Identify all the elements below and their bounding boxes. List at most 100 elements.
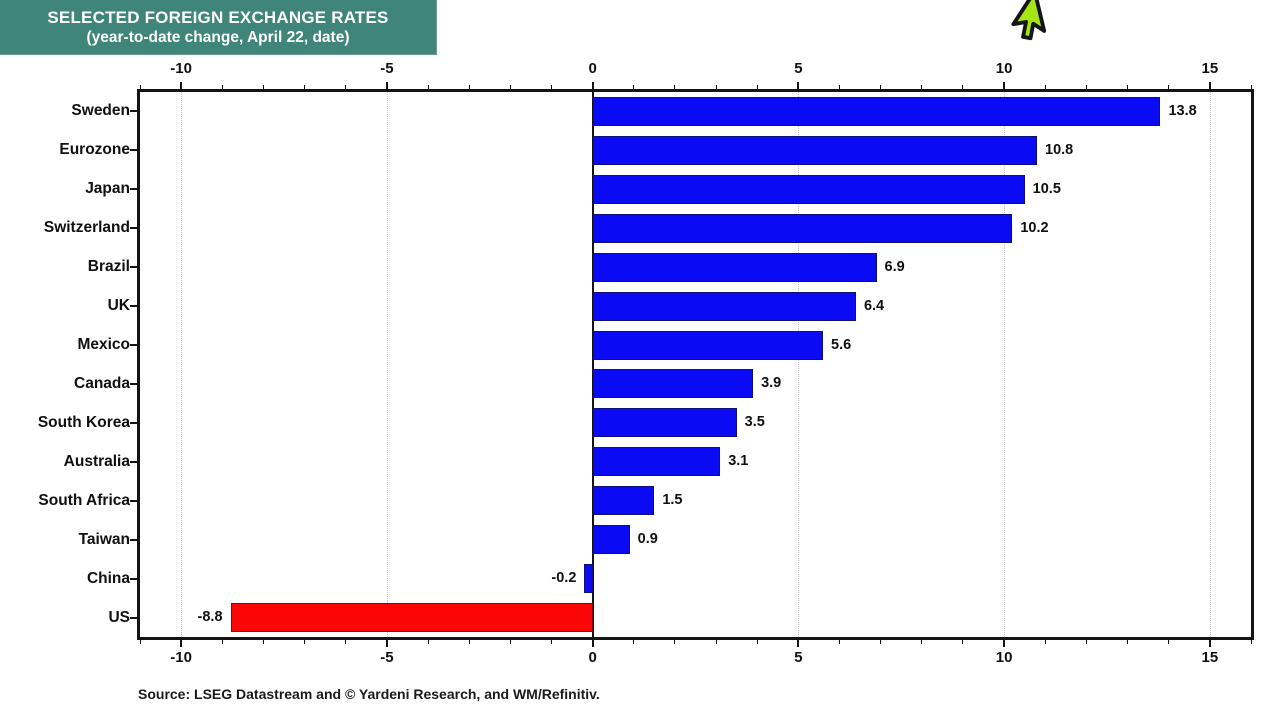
major-tick-5 [797,640,800,647]
minor-tick-3 [715,85,717,89]
value-label-japan: 10.5 [1032,180,1061,197]
value-label-canada: 3.9 [761,375,782,392]
value-label-taiwan: 0.9 [637,531,658,548]
bar-canada [592,369,754,399]
bar-mexico [592,330,824,360]
category-tick [130,616,137,619]
value-label-eurozone: 10.8 [1045,141,1074,158]
category-label-china: China [86,569,130,587]
gridline-15 [1209,92,1211,637]
category-label-south-korea: South Korea [37,413,130,431]
minor-tick-11 [1044,85,1046,89]
minor-tick--8 [262,640,264,644]
minor-tick-8 [921,640,923,644]
value-label-australia: 3.1 [728,453,749,470]
minor-tick-12 [1085,640,1087,644]
major-tick-5 [797,82,800,89]
category-label-switzerland: Switzerland [43,219,130,237]
bar-south-africa [592,486,655,516]
bar-sweden [592,96,1161,126]
minor-tick-7 [880,640,882,644]
minor-tick--6 [345,85,347,89]
minor-tick-14 [1168,85,1170,89]
value-label-south-korea: 3.5 [744,414,765,431]
x-tick-label-bottom--5: -5 [380,649,394,666]
chart-subtitle: (year-to-date change, April 22, date) [86,28,350,46]
category-label-australia: Australia [63,452,130,470]
minor-tick--6 [345,640,347,644]
major-tick-10 [1003,640,1006,647]
x-axis-bottom-ticks [139,640,1252,647]
bar-us [230,603,593,633]
bar-south-korea [592,408,737,438]
major-tick-0 [591,82,594,89]
minor-tick-9 [962,85,964,89]
category-tick [130,188,137,191]
category-tick [130,538,137,541]
minor-tick--4 [427,85,429,89]
category-tick [130,266,137,269]
minor-tick--2 [509,640,511,644]
major-tick--10 [180,82,183,89]
category-tick [130,499,137,502]
category-tick [130,305,137,308]
minor-tick-13 [1127,85,1129,89]
category-tick [130,344,137,347]
minor-tick--9 [221,85,223,89]
x-tick-label-bottom-15: 15 [1201,649,1219,666]
minor-tick-8 [921,85,923,89]
category-label-canada: Canada [74,374,130,392]
gridline--5 [386,92,388,637]
value-label-sweden: 13.8 [1168,102,1197,119]
category-label-japan: Japan [85,180,130,198]
minor-tick-11 [1044,640,1046,644]
x-tick-label-top--10: -10 [170,60,192,77]
minor-tick-6 [839,85,841,89]
category-tick [130,421,137,424]
minor-tick-2 [674,640,676,644]
minor-tick--11 [139,640,141,644]
category-label-taiwan: Taiwan [78,530,130,548]
x-tick-label-top-5: 5 [794,60,803,77]
bar-china [584,564,593,594]
minor-tick-4 [756,85,758,89]
x-tick-label-bottom-10: 10 [995,649,1013,666]
category-label-uk: UK [107,297,130,315]
category-label-sweden: Sweden [71,102,130,120]
value-label-switzerland: 10.2 [1020,219,1049,236]
minor-tick-3 [715,640,717,644]
bar-eurozone [592,135,1038,165]
bar-taiwan [592,525,630,555]
minor-tick-16 [1250,85,1252,89]
category-tick [130,460,137,463]
major-tick--5 [385,82,388,89]
category-tick [130,382,137,385]
minor-tick--1 [550,640,552,644]
minor-tick-7 [880,85,882,89]
x-tick-label-bottom--10: -10 [170,649,192,666]
category-label-eurozone: Eurozone [59,141,130,159]
plot-area: 13.8 10.8 10.5 10.2 6.9 6.4 5.6 3.9 3.5 3.1 1.5 0.9… [137,89,1254,640]
minor-tick--7 [304,85,306,89]
x-tick-label-top-15: 15 [1201,60,1219,77]
gridline--10 [181,92,183,637]
minor-tick--1 [550,85,552,89]
chart-title: SELECTED FOREIGN EXCHANGE RATES [47,7,389,27]
x-axis-top-ticks [139,82,1252,89]
minor-tick--8 [262,85,264,89]
x-tick-label-bottom-0: 0 [588,649,597,666]
gridline-10 [1004,92,1006,637]
minor-tick-16 [1250,640,1252,644]
category-tick [130,227,137,230]
category-tick [130,577,137,580]
minor-tick-2 [674,85,676,89]
minor-tick-14 [1168,640,1170,644]
minor-tick--2 [509,85,511,89]
major-tick-15 [1208,640,1211,647]
category-label-south-africa: South Africa [38,491,130,509]
minor-tick-12 [1085,85,1087,89]
minor-tick--3 [468,640,470,644]
value-label-mexico: 5.6 [831,336,852,353]
category-label-us: US [108,608,130,626]
